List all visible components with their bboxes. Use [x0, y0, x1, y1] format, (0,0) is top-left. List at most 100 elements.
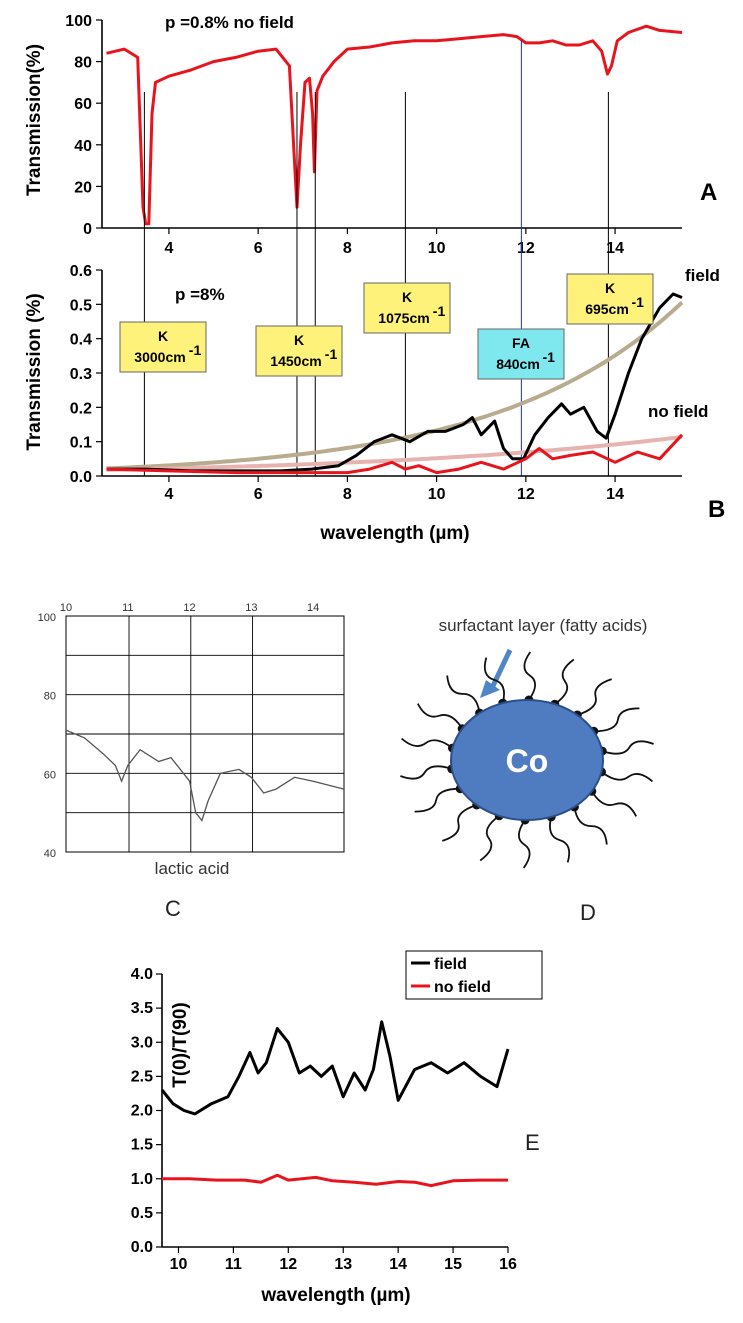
panel-e-ytick-label: 3.5 — [131, 1000, 153, 1017]
annotation-box: K 3000cm -1 — [119, 321, 207, 373]
panel-b-fit-no-field — [106, 434, 683, 472]
panel-a-annotation: p =0.8% no field — [165, 13, 294, 32]
panel-e-xtick-label: 15 — [444, 1256, 462, 1273]
panel-a-ytick-label: 80 — [74, 55, 92, 72]
series-label-field: field — [685, 266, 720, 285]
surfactant-tail — [517, 819, 531, 869]
surfactant-tail — [573, 806, 608, 845]
annotation-box: K 1450cm -1 — [255, 325, 343, 377]
panel-c-xtick-label: 13 — [245, 602, 257, 614]
panel-e-series-no-field — [162, 1173, 508, 1188]
panel-e-xtick-label: 12 — [279, 1256, 297, 1273]
annotation-title: FA — [512, 335, 530, 351]
panel-e-label: E — [525, 1130, 540, 1155]
annotation-superscript: -1 — [543, 349, 556, 365]
surfactant-tail — [593, 707, 640, 733]
surfactant-tail — [523, 651, 537, 701]
panel-e-ytick-label: 4.0 — [131, 966, 153, 983]
cobalt-core — [450, 699, 604, 821]
annotation-wavenumber: 3000cm — [134, 349, 185, 365]
panel-a-series-no-field — [106, 24, 683, 226]
panel-c-xtick-label: 14 — [307, 602, 319, 614]
panel-d-diagram: surfactant layer (fatty acids) Co D — [400, 616, 654, 925]
annotation-box-bg — [119, 321, 207, 373]
panel-b-ytick-label: 0.1 — [70, 435, 92, 452]
panel-c-xtick-label: 10 — [60, 602, 72, 614]
panel-e-xtick-label: 10 — [170, 1256, 188, 1273]
panel-a-ytick-label: 60 — [74, 96, 92, 113]
panel-b-ylabel: Transmission (%) — [24, 293, 45, 450]
surfactant-label: surfactant layer (fatty acids) — [439, 616, 648, 635]
surfactant-tail — [414, 787, 461, 813]
panel-c-label: C — [165, 896, 181, 921]
annotation-box: K 695cm -1 — [566, 273, 654, 325]
surfactant-tail — [483, 657, 505, 704]
panel-b-xtick-label: 12 — [517, 486, 535, 503]
panel-a-xtick-label: 8 — [343, 240, 352, 257]
annotation-box-bg — [255, 325, 343, 377]
panel-c-series — [65, 729, 345, 822]
panel-e-xtick-label: 11 — [225, 1256, 242, 1273]
panel-b-series-field — [106, 292, 683, 473]
annotation-wavenumber: 840cm — [496, 356, 540, 372]
panel-e-ytick-label: 2.5 — [131, 1068, 153, 1085]
panel-e-ytick-label: 1.5 — [131, 1137, 153, 1154]
panel-a-ylabel: Transmission(%) — [24, 44, 45, 196]
panel-e-ytick-label: 0.0 — [131, 1239, 153, 1256]
panel-a-ytick-label: 20 — [74, 179, 92, 196]
panel-c-ytick-label: 60 — [44, 769, 56, 781]
panel-a-label: A — [700, 179, 717, 206]
panel-c-chart: lactic acid C 10 11 12 13 14 40 60 80 100 — [38, 602, 345, 921]
annotation-title: K — [294, 332, 304, 348]
panel-e-xtick-label: 13 — [334, 1256, 352, 1273]
annotation-box: FA 840cm -1 — [477, 328, 565, 380]
panel-b-xtick-label: 6 — [254, 486, 263, 503]
panel-b-xtick-label: 4 — [164, 486, 173, 503]
surfactant-tail — [479, 815, 500, 862]
annotation-superscript: -1 — [433, 303, 446, 319]
panel-a-ytick-label: 0 — [83, 221, 92, 238]
surfactant-tail — [591, 790, 638, 817]
annotation-title: K — [402, 289, 412, 305]
panel-c-caption: lactic acid — [155, 859, 230, 878]
panel-b-fit-field — [106, 300, 684, 471]
surfactant-tail — [446, 675, 481, 714]
annotation-wavenumber: 1450cm — [270, 353, 321, 369]
panel-a-chart: p =0.8% no field Transmission(%) A 0 20 40… — [24, 13, 717, 257]
panel-b-xlabel: wavelength (µm) — [319, 523, 469, 544]
annotation-wavenumber: 695cm — [585, 301, 629, 317]
annotation-box-bg — [566, 273, 654, 325]
panel-b-annotation: p =8% — [175, 285, 225, 304]
annotation-box: K 1075cm -1 — [363, 282, 451, 334]
surfactant-arrow-head — [480, 680, 500, 698]
surfactant-tail — [554, 658, 575, 705]
panel-e-xtick-label: 14 — [389, 1256, 407, 1273]
panel-b-ytick-label: 0.0 — [70, 469, 92, 486]
panel-e-ytick-label: 3.0 — [131, 1034, 153, 1051]
series-label-no-field: no field — [648, 402, 708, 421]
legend-entry-no-field: no field — [434, 979, 491, 996]
panel-e-xtick-label: 16 — [499, 1256, 517, 1273]
panel-e-ylabel: T(0)/T(90) — [170, 1002, 191, 1088]
legend — [405, 950, 543, 1000]
panel-e-xlabel: wavelength (µm) — [260, 1285, 410, 1306]
surfactant-tail — [442, 804, 477, 842]
legend-entry-field: field — [434, 956, 467, 973]
annotation-box-bg — [477, 328, 565, 380]
panel-b-series-no-field — [106, 433, 684, 475]
panel-b-xtick-label: 8 — [343, 486, 352, 503]
annotation-superscript: -1 — [189, 342, 202, 358]
panel-a-xtick-label: 10 — [428, 240, 446, 257]
panel-c-ytick-label: 100 — [38, 612, 56, 624]
panel-b-ytick-label: 0.3 — [70, 366, 92, 383]
panel-c-ytick-label: 80 — [44, 691, 56, 703]
surfactant-arrow — [489, 648, 513, 690]
panel-a-xtick-label: 12 — [517, 240, 535, 257]
annotation-superscript: -1 — [325, 346, 338, 362]
panel-b-xtick-label: 10 — [428, 486, 446, 503]
panel-c-xtick-label: 12 — [183, 602, 195, 614]
surfactant-tail — [401, 737, 454, 749]
panel-a-ytick-label: 40 — [74, 138, 92, 155]
surfactant-tail — [577, 678, 612, 716]
